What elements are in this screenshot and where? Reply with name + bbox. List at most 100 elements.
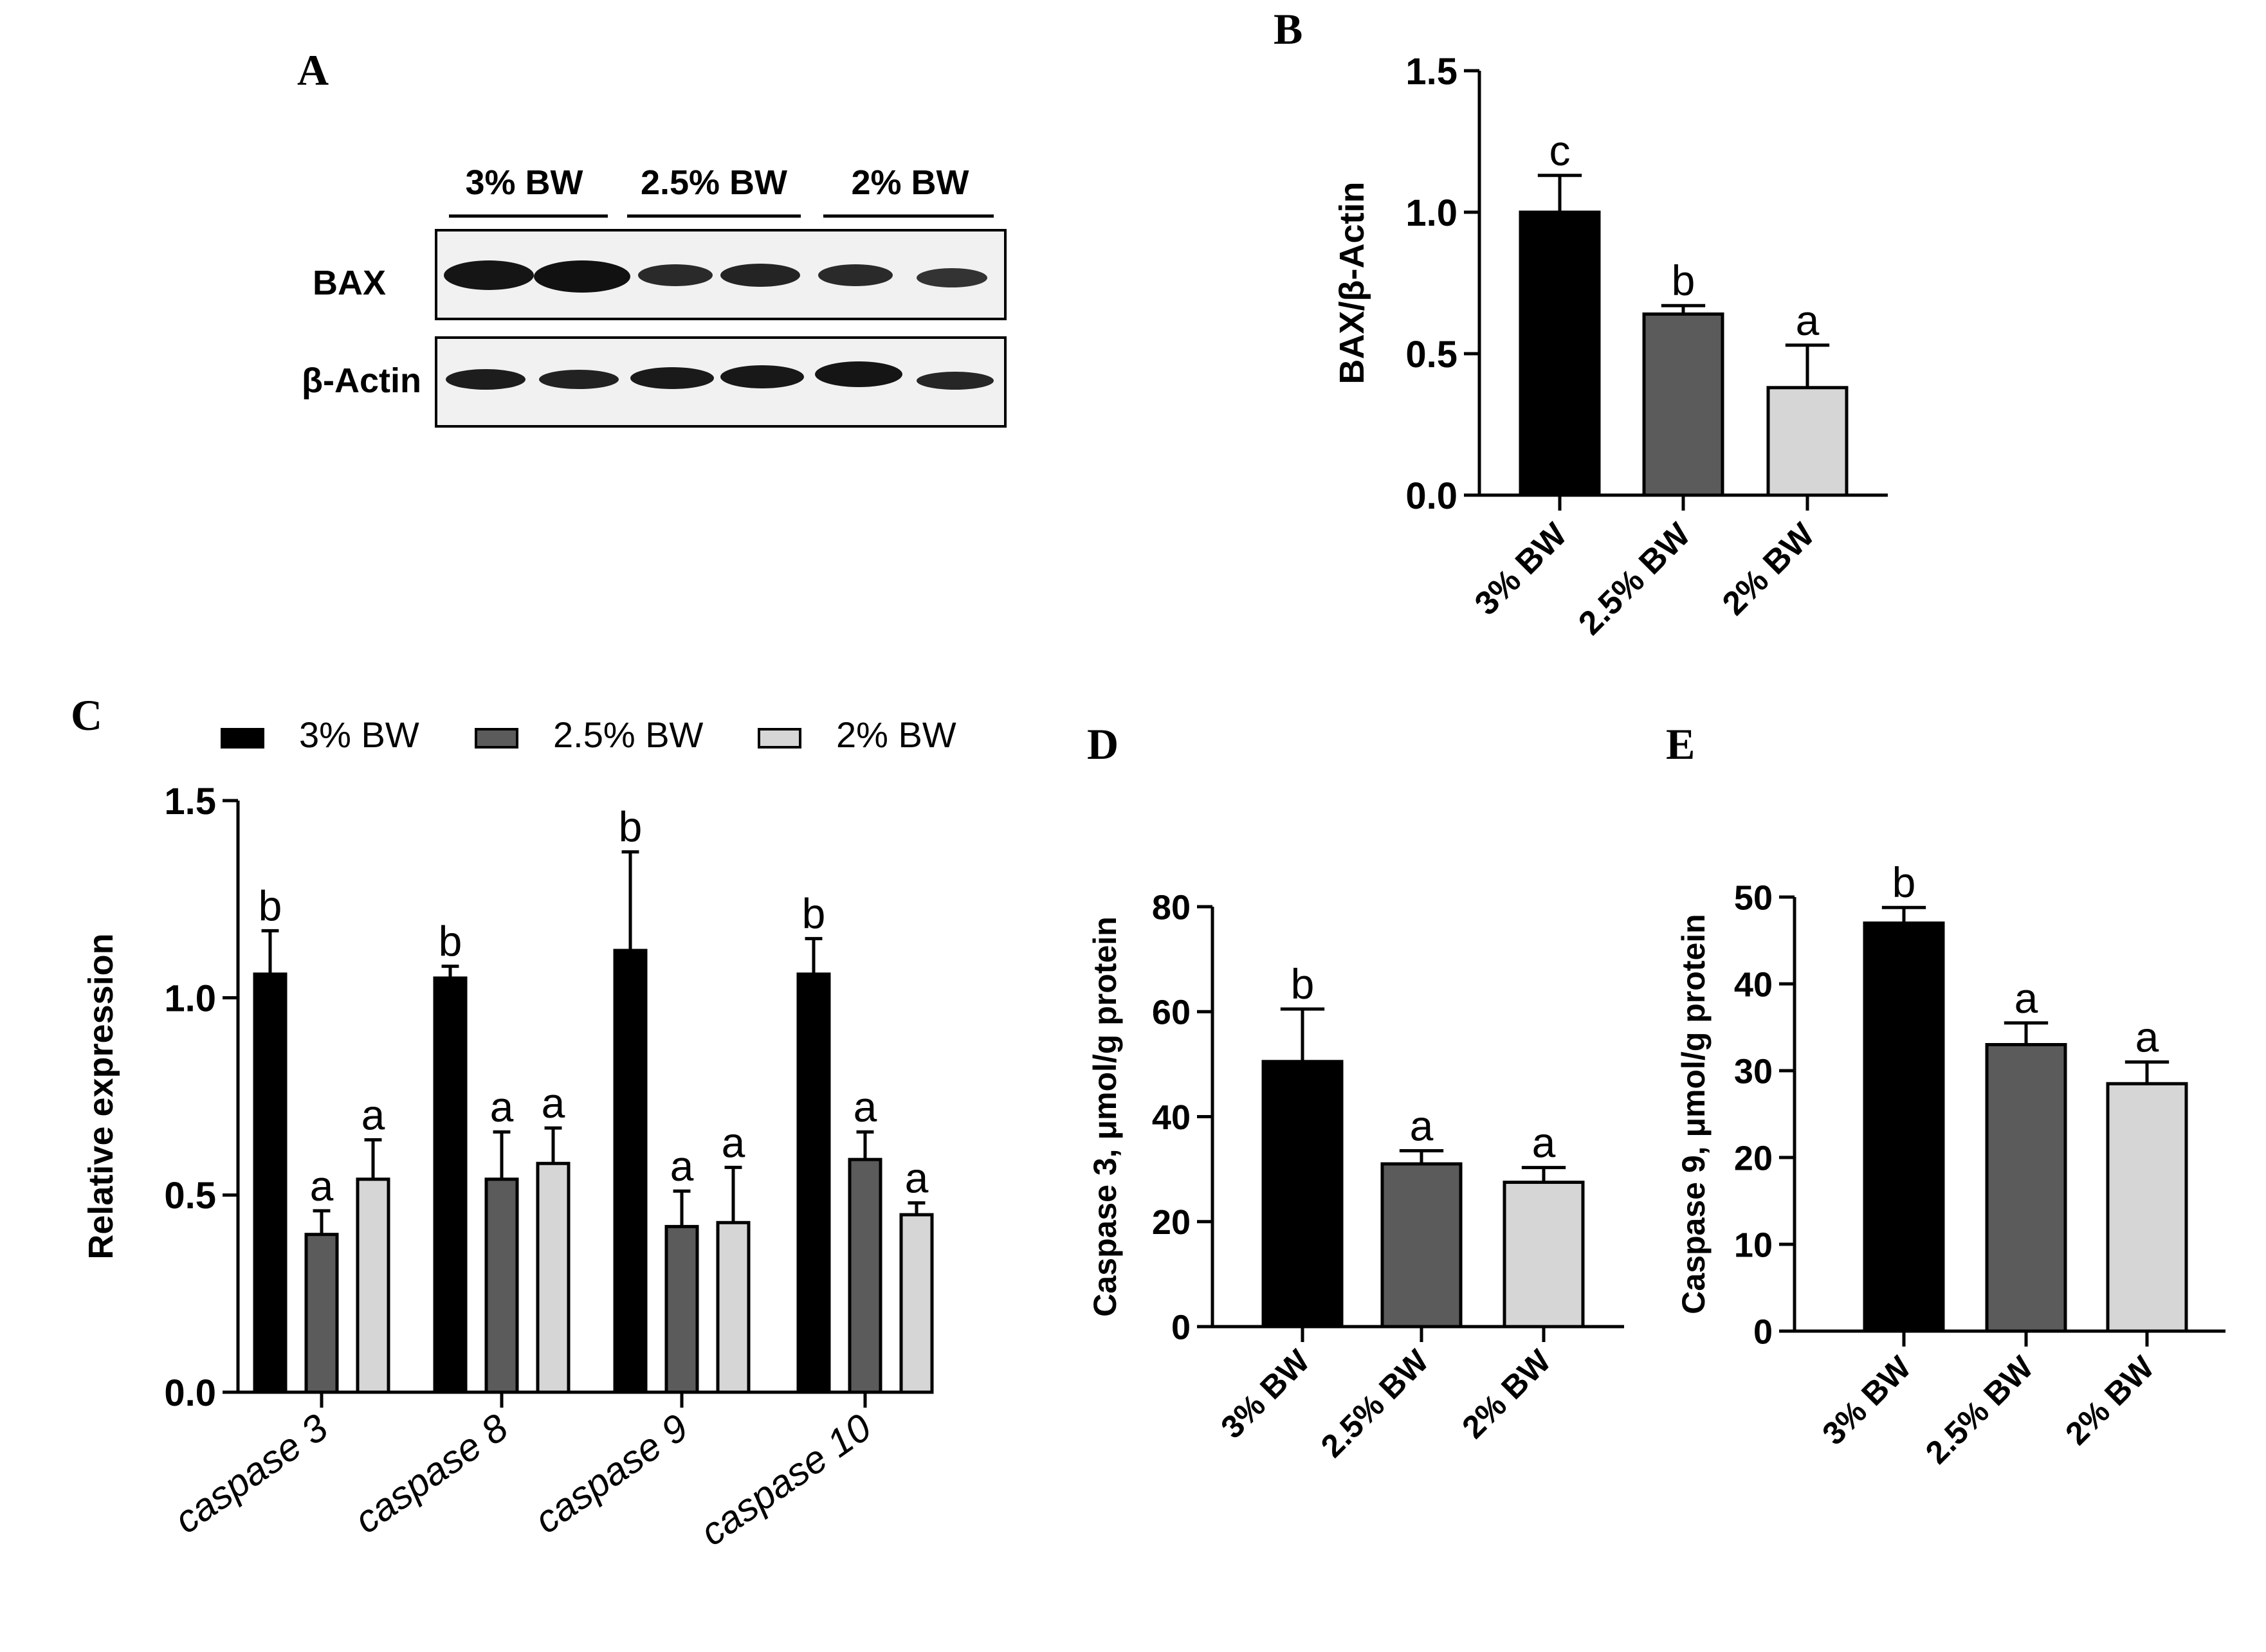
y-tick-label: 1.0 xyxy=(164,978,216,1020)
x-tick-label: caspase 10 xyxy=(693,1406,879,1554)
bar xyxy=(484,1177,519,1394)
bar xyxy=(1380,1162,1463,1329)
legend-label: 3% BW xyxy=(299,714,419,755)
bar xyxy=(796,972,831,1394)
blot-band xyxy=(720,365,804,388)
significance-letter: b xyxy=(1672,257,1695,304)
bar xyxy=(1863,921,1945,1333)
blot-row-label-actin: β-Actin xyxy=(302,361,421,400)
significance-letter: a xyxy=(1796,296,1820,344)
blot-band xyxy=(444,260,534,290)
y-axis-title: Caspase 3, μmol/g protein xyxy=(1087,916,1123,1316)
significance-letter: a xyxy=(2135,1013,2159,1061)
legend-label: 2.5% BW xyxy=(553,714,704,755)
blot-band xyxy=(917,372,994,390)
legend-swatch xyxy=(758,728,801,749)
bar xyxy=(253,972,288,1394)
significance-letter: b xyxy=(619,803,643,851)
significance-letter: b xyxy=(1892,858,1916,906)
blot-group-label-2bw: 2% BW xyxy=(851,163,969,202)
blot-band xyxy=(446,369,525,390)
y-axis-title: Caspase 9, μmol/g protein xyxy=(1676,914,1712,1314)
western-blot-panel: 3% BW 2.5% BW 2% BW BAX β-Actin xyxy=(302,163,1007,428)
legend-swatch xyxy=(475,728,518,749)
y-tick-label: 0.0 xyxy=(164,1372,216,1414)
blot-band xyxy=(638,264,713,286)
y-tick-label: 20 xyxy=(1734,1139,1773,1177)
y-tick-label: 1.5 xyxy=(164,781,216,822)
y-tick-label: 0 xyxy=(1171,1308,1191,1347)
bar xyxy=(2106,1082,2188,1333)
significance-letter: a xyxy=(361,1091,385,1138)
y-tick-label: 20 xyxy=(1152,1203,1191,1242)
bar xyxy=(1766,386,1849,497)
y-tick-label: 1.5 xyxy=(1405,51,1457,93)
bar xyxy=(613,949,648,1394)
blot-group-label-3bw: 3% BW xyxy=(465,163,583,202)
chart-caspase9-activity: 0 10 20 30 40 50 Caspase 9, μmol/g protein b 3% … xyxy=(1676,858,2225,1471)
blot-band xyxy=(534,260,630,293)
significance-letter: a xyxy=(542,1079,565,1127)
panel-letter-b: B xyxy=(1274,5,1302,53)
significance-letter: a xyxy=(670,1142,694,1190)
x-tick-label: 2% BW xyxy=(1455,1343,1558,1446)
bar xyxy=(1261,1060,1344,1329)
chart-bax-actin: 0.0 0.5 1.0 1.5 BAX/β-Actin c 3% BW b 2.5% BW a 2%… xyxy=(1333,51,1888,642)
significance-letter: b xyxy=(1291,960,1315,1008)
significance-letter: a xyxy=(722,1118,745,1166)
y-tick-label: 60 xyxy=(1152,994,1191,1032)
significance-letter: a xyxy=(310,1162,334,1210)
panel-letter-e: E xyxy=(1666,720,1695,768)
bar xyxy=(664,1224,699,1394)
bar xyxy=(1503,1181,1585,1329)
blot-group-label-25bw: 2.5% BW xyxy=(641,163,787,202)
bar xyxy=(536,1161,571,1394)
bar xyxy=(1985,1043,2067,1333)
blot-band xyxy=(720,264,800,287)
x-tick-label: caspase 9 xyxy=(527,1406,695,1542)
y-tick-label: 1.0 xyxy=(1405,192,1457,234)
significance-letter: a xyxy=(2015,974,2038,1022)
y-tick-label: 80 xyxy=(1152,888,1191,927)
chart-caspase3-activity: 0 20 40 60 80 Caspase 3, μmol/g protein b 3% BW… xyxy=(1087,888,1624,1464)
bar xyxy=(1519,210,1601,497)
y-tick-label: 0 xyxy=(1753,1312,1773,1351)
bar xyxy=(1642,312,1724,497)
x-tick-label: 2.5% BW xyxy=(1314,1343,1436,1464)
x-tick-label: 2% BW xyxy=(1715,516,1822,622)
blot-band xyxy=(815,361,902,387)
bar xyxy=(433,976,468,1394)
significance-letter: a xyxy=(905,1154,929,1202)
x-tick-label: 3% BW xyxy=(1214,1343,1317,1446)
blot-row-label-bax: BAX xyxy=(313,264,386,302)
y-tick-label: 40 xyxy=(1734,965,1773,1004)
legend-label: 2% BW xyxy=(836,714,956,755)
x-tick-label: caspase 8 xyxy=(347,1405,516,1541)
x-tick-label: caspase 3 xyxy=(167,1406,335,1542)
y-tick-label: 0.0 xyxy=(1405,475,1457,517)
significance-letter: c xyxy=(1549,127,1571,174)
panel-letter-d: D xyxy=(1087,720,1119,768)
bar xyxy=(716,1221,751,1394)
y-tick-label: 0.5 xyxy=(164,1175,216,1217)
legend-swatch xyxy=(221,728,264,749)
significance-letter: a xyxy=(1410,1102,1434,1150)
x-tick-label: 2.5% BW xyxy=(1919,1349,2040,1471)
bar xyxy=(356,1177,390,1394)
blot-band xyxy=(917,268,987,287)
x-tick-label: 2.5% BW xyxy=(1571,516,1698,642)
blot-strip-actin xyxy=(435,336,1007,428)
significance-letter: a xyxy=(490,1083,514,1130)
y-tick-label: 50 xyxy=(1734,878,1773,917)
y-tick-label: 10 xyxy=(1734,1226,1773,1264)
blot-band xyxy=(630,367,714,389)
bar xyxy=(304,1233,339,1394)
significance-letter: a xyxy=(854,1083,877,1130)
y-tick-label: 30 xyxy=(1734,1052,1773,1091)
blot-band xyxy=(539,370,619,389)
x-tick-label: 2% BW xyxy=(2058,1349,2161,1452)
y-axis-title: BAX/β-Actin xyxy=(1333,182,1371,385)
significance-letter: a xyxy=(1532,1119,1556,1166)
